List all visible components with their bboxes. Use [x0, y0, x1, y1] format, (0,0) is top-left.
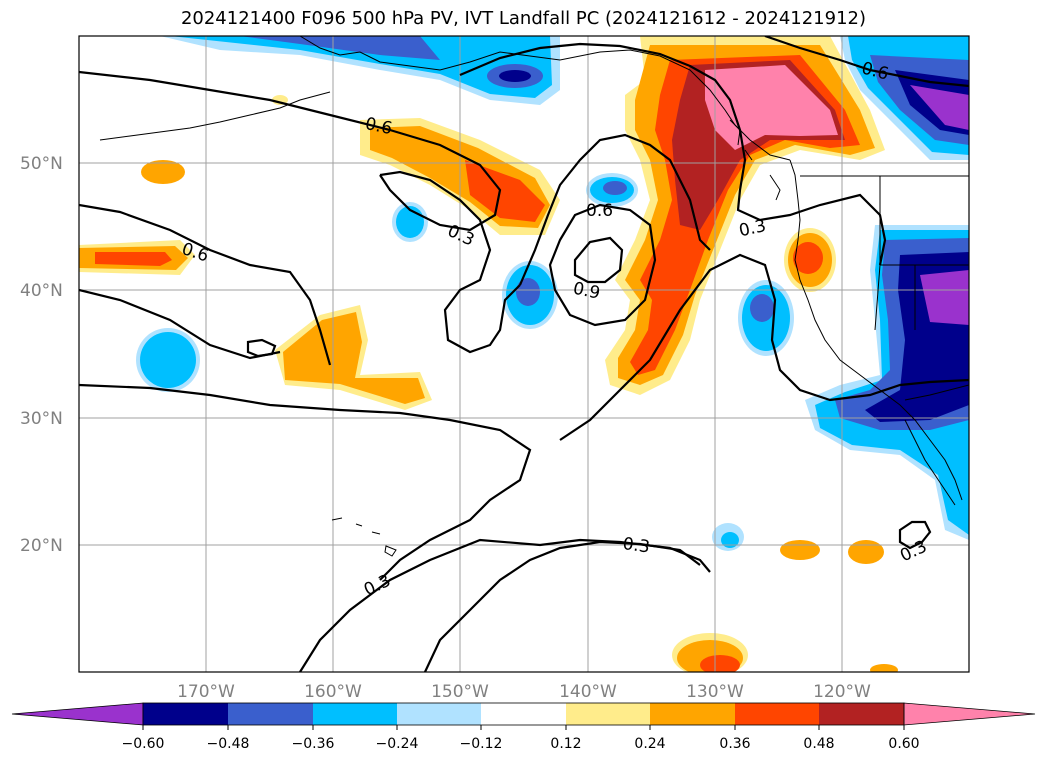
- colorbar-extend-high: [903, 702, 1036, 726]
- pv-neg-se-5: [920, 270, 969, 325]
- contour-ne: [764, 36, 969, 88]
- contour-upper: [518, 133, 711, 286]
- lon-label-150w: 150°W: [431, 682, 489, 702]
- gridlines: [79, 36, 969, 672]
- contour-0.3-inner: [424, 540, 701, 672]
- pv-neg-top-3: [240, 36, 440, 60]
- pv-neg-blob-13: [750, 294, 774, 322]
- contour-label: 0.3: [621, 534, 651, 558]
- lon-label-130w: 130°W: [686, 682, 744, 702]
- contour-0.6-north: [79, 70, 502, 232]
- hawaii-islands: [331, 517, 397, 557]
- pv-neg-blob-15: [721, 532, 739, 548]
- colorbar-extend-low: [11, 702, 144, 726]
- pv-area-west-3: [95, 252, 172, 266]
- pv-small-6: [848, 540, 884, 564]
- pv-neg-top-5: [499, 70, 531, 82]
- contour-top-right: [459, 42, 887, 266]
- colorbar-bin: [143, 703, 228, 725]
- colorbar-bin: [735, 703, 819, 725]
- baja-coast: [904, 419, 956, 506]
- colorbar-bin: [228, 703, 313, 725]
- coastlines: [99, 36, 969, 557]
- pv-neg-blob-5: [516, 278, 540, 306]
- contour-small-loop: [246, 338, 277, 358]
- west-coast: [789, 159, 963, 501]
- lon-label-170w: 170°W: [177, 682, 235, 702]
- colorbar-bin: [566, 703, 650, 725]
- contour-0.9: [548, 203, 657, 327]
- colorbar-tick-label: −0.12: [460, 736, 503, 752]
- negative-pv-shading: [136, 36, 969, 551]
- colorbar-bin: [481, 703, 566, 725]
- lat-label-30n: 30°N: [20, 409, 63, 429]
- contour-0.3-big: [79, 383, 532, 581]
- lon-label-160w: 160°W: [304, 682, 362, 702]
- colorbar-tick-label: −0.60: [122, 736, 165, 752]
- us-mexico-border: [904, 384, 969, 401]
- map-panel: 0.6 0.6 0.3 0.6 0.9 0.3 0.6 0.3 0.3 0.3: [79, 36, 969, 672]
- chart-title: 2024121400 F096 500 hPa PV, IVT Landfall…: [180, 8, 867, 29]
- pv-small-10: [870, 664, 898, 672]
- colorbar: −0.60 −0.48 −0.36 −0.24 −0.12 0.12 0.24 …: [11, 702, 1036, 752]
- contour-label: 0.6: [586, 201, 613, 221]
- colorbar-tick-label: 0.36: [719, 736, 750, 752]
- colorbar-tick-label: 0.12: [550, 736, 581, 752]
- colorbar-tick-label: −0.48: [207, 736, 250, 752]
- alaska-coast: [299, 36, 791, 161]
- colorbar-tick-label: 0.60: [888, 736, 919, 752]
- pv-neg-top-2: [170, 36, 552, 98]
- contours: [79, 36, 969, 672]
- colorbar-tick-label: −0.24: [376, 736, 419, 752]
- latitude-labels: 20°N 30°N 40°N 50°N: [20, 154, 63, 556]
- map-frame: [78, 35, 970, 673]
- pv-small-4: [793, 242, 823, 274]
- lat-label-50n: 50°N: [20, 154, 63, 174]
- lat-label-20n: 20°N: [20, 536, 63, 556]
- contour-inner-0.9: [573, 236, 624, 284]
- colorbar-bin: [650, 703, 735, 725]
- colorbar-bin: [819, 703, 904, 725]
- pv-area-160w-2: [283, 312, 425, 404]
- colorbar-bin: [397, 703, 481, 725]
- pv-neg-ne-5: [910, 85, 969, 130]
- lon-label-140w: 140°W: [559, 682, 617, 702]
- colorbar-tick-label: 0.48: [803, 736, 834, 752]
- aleutians-coast: [99, 91, 331, 141]
- longitude-labels: 170°W 160°W 150°W 140°W 130°W 120°W: [177, 682, 871, 702]
- pv-small-9: [700, 655, 740, 672]
- lon-label-120w: 120°W: [813, 682, 871, 702]
- contour-west-2: [79, 288, 281, 360]
- pv-neg-blob-8: [603, 181, 627, 195]
- colorbar-tick-label: 0.24: [634, 736, 665, 752]
- contour-west: [79, 203, 332, 366]
- colorbar-bin: [313, 703, 397, 725]
- lat-label-40n: 40°N: [20, 281, 63, 301]
- pv-small-5: [780, 540, 820, 560]
- pv-area-150w-3: [465, 160, 545, 222]
- contour-0.6-loop: [379, 170, 521, 354]
- pv-small-1: [141, 160, 185, 184]
- colorbar-frame: [142, 702, 905, 726]
- contour-central: [559, 253, 969, 441]
- pv-neg-blob-2: [140, 332, 196, 388]
- contour-sw-loop: [898, 520, 932, 550]
- colorbar-tick-label: −0.36: [292, 736, 335, 752]
